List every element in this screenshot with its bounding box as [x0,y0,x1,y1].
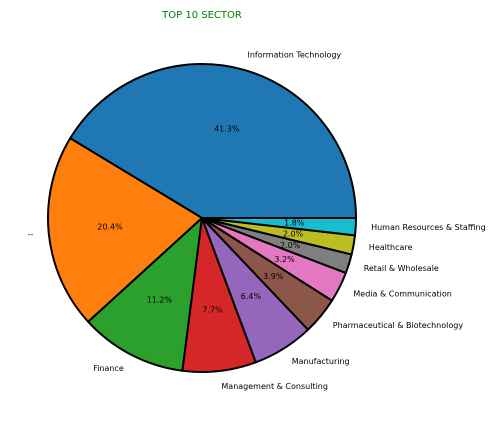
pie-slice-information-technology [69,63,357,219]
pct-label-management-and-consulting: 7.7% [202,305,223,314]
pie-slices [47,63,357,373]
pct-label-media-and-communication: 3.2% [274,255,295,264]
pct-label-retail-and-wholesale: 2.0% [280,241,301,250]
category-label-retail-and-wholesale: Retail & Wholesale [364,264,439,273]
category-label-pharmaceutical-and-biotechnology: Pharmaceutical & Biotechnology [333,321,464,330]
pie-slice-human-resources-and-staffing [201,217,357,237]
pct-label-manufacturing: 6.4% [241,292,262,301]
category-label-finance: Finance [93,364,124,373]
category-label-management-and-consulting: Management & Consulting [221,382,328,391]
category-label-human-resources-and-staffing: Human Resources & Staffing [371,223,486,232]
percentage-labels: 41.3% 20.4% 11.2% 7.7% 6.4% 3.9% 3.2% 2.0% 2.0% 1… [97,125,305,315]
category-labels: Information Technology -- Finance Managemen… [28,50,486,391]
pct-label-unlabeled: 20.4% [97,223,123,232]
pct-label-human-resources-and-staffing: 1.8% [284,219,305,228]
chart-title: TOP 10 SECTOR [161,10,242,21]
pct-label-healthcare: 2.0% [283,230,304,239]
pct-label-information-technology: 41.3% [214,125,240,134]
category-label-unlabeled: -- [28,230,34,239]
category-label-information-technology: Information Technology [248,50,342,59]
category-label-manufacturing: Manufacturing [292,357,350,366]
pct-label-pharmaceutical-and-biotechnology: 3.9% [263,272,284,281]
category-label-media-and-communication: Media & Communication [353,290,451,299]
pct-label-finance: 11.2% [147,296,173,305]
pie-slice-unlabeled [47,137,203,323]
pie-slice-finance [87,217,203,372]
category-label-healthcare: Healthcare [369,243,413,252]
